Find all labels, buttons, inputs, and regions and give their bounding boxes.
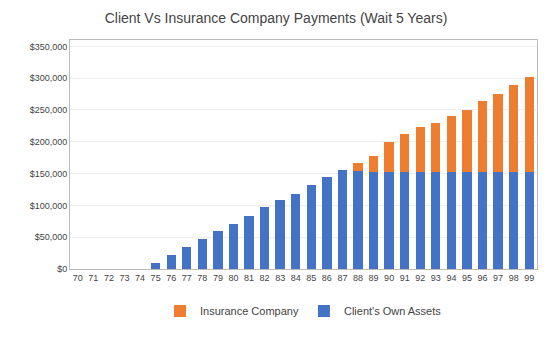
svg-text:$0: $0 <box>57 264 67 274</box>
svg-text:$150,000: $150,000 <box>30 169 68 179</box>
svg-text:71: 71 <box>88 273 98 283</box>
svg-text:76: 76 <box>166 273 176 283</box>
svg-text:81: 81 <box>244 273 254 283</box>
svg-text:98: 98 <box>509 273 519 283</box>
svg-text:97: 97 <box>493 273 503 283</box>
svg-text:88: 88 <box>353 273 363 283</box>
svg-text:77: 77 <box>182 273 192 283</box>
svg-text:$250,000: $250,000 <box>30 105 68 115</box>
svg-text:75: 75 <box>151 273 161 283</box>
svg-text:82: 82 <box>260 273 270 283</box>
svg-text:Insurance Company: Insurance Company <box>200 305 299 317</box>
svg-text:95: 95 <box>462 273 472 283</box>
svg-text:79: 79 <box>213 273 223 283</box>
svg-text:99: 99 <box>524 273 534 283</box>
svg-text:72: 72 <box>104 273 114 283</box>
svg-text:84: 84 <box>291 273 301 283</box>
svg-text:94: 94 <box>446 273 456 283</box>
svg-text:96: 96 <box>478 273 488 283</box>
svg-text:93: 93 <box>431 273 441 283</box>
svg-text:87: 87 <box>337 273 347 283</box>
svg-text:$50,000: $50,000 <box>35 232 68 242</box>
svg-text:74: 74 <box>135 273 145 283</box>
svg-text:83: 83 <box>275 273 285 283</box>
svg-text:$350,000: $350,000 <box>30 42 68 52</box>
svg-text:$100,000: $100,000 <box>30 201 68 211</box>
svg-text:73: 73 <box>119 273 129 283</box>
svg-text:70: 70 <box>73 273 83 283</box>
svg-text:80: 80 <box>228 273 238 283</box>
svg-text:$300,000: $300,000 <box>30 73 68 83</box>
svg-text:Client Vs Insurance Company Pa: Client Vs Insurance Company Payments (Wa… <box>105 10 448 26</box>
svg-text:78: 78 <box>197 273 207 283</box>
svg-text:$200,000: $200,000 <box>30 137 68 147</box>
svg-text:90: 90 <box>384 273 394 283</box>
svg-text:91: 91 <box>400 273 410 283</box>
svg-text:85: 85 <box>306 273 316 283</box>
svg-text:89: 89 <box>369 273 379 283</box>
svg-text:92: 92 <box>415 273 425 283</box>
svg-text:Client's Own Assets: Client's Own Assets <box>344 305 441 317</box>
svg-text:86: 86 <box>322 273 332 283</box>
